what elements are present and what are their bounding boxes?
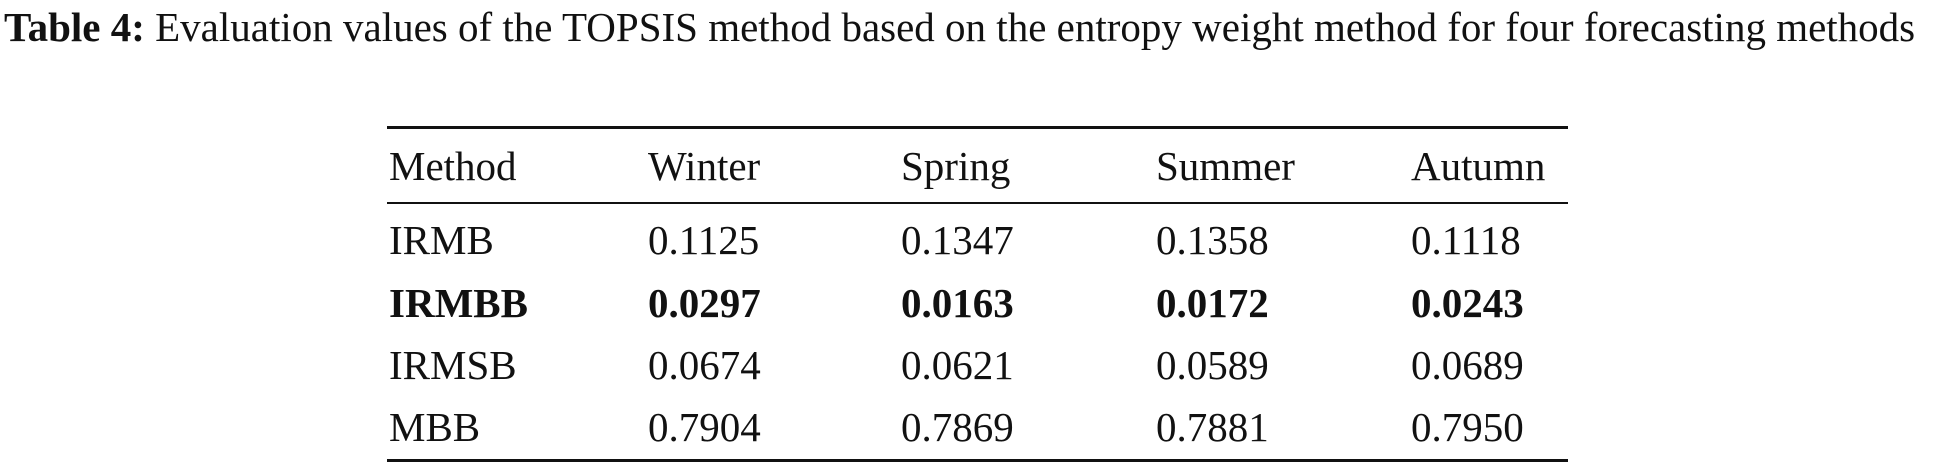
bottom-rule (387, 459, 1568, 462)
mid-rule (387, 202, 1568, 204)
table-cell: 0.1358 (1156, 217, 1269, 263)
table-cell: 0.0163 (901, 280, 1014, 326)
table-cell: 0.1125 (648, 217, 760, 263)
caption: Table 4: Evaluation values of the TOPSIS… (4, 2, 1950, 52)
table-cell: 0.0689 (1411, 342, 1524, 388)
caption-label: Table 4: (4, 4, 145, 50)
table-cell: IRMSB (389, 342, 517, 388)
table-cell: 0.0621 (901, 342, 1014, 388)
table-cell: 0.0243 (1411, 280, 1524, 326)
table-cell: MBB (389, 404, 481, 450)
table-cell: IRMBB (389, 280, 528, 326)
table-cell: 0.1118 (1411, 217, 1521, 263)
caption-text: Evaluation values of the TOPSIS method b… (155, 4, 1916, 50)
table-cell: 0.7904 (648, 404, 761, 450)
table-cell: 0.7881 (1156, 404, 1269, 450)
header-cell: Summer (1156, 143, 1295, 189)
header-cell: Method (389, 143, 517, 189)
table-cell: 0.0589 (1156, 342, 1269, 388)
header-cell: Winter (648, 143, 761, 189)
top-rule (387, 126, 1568, 129)
table-cell: 0.1347 (901, 217, 1014, 263)
table-cell: 0.7869 (901, 404, 1014, 450)
table-cell: 0.7950 (1411, 404, 1524, 450)
header-cell: Spring (901, 143, 1011, 189)
table-cell: IRMB (389, 217, 494, 263)
header-cell: Autumn (1411, 143, 1546, 189)
table-cell: 0.0172 (1156, 280, 1269, 326)
table-cell: 0.0674 (648, 342, 761, 388)
table-cell: 0.0297 (648, 280, 761, 326)
